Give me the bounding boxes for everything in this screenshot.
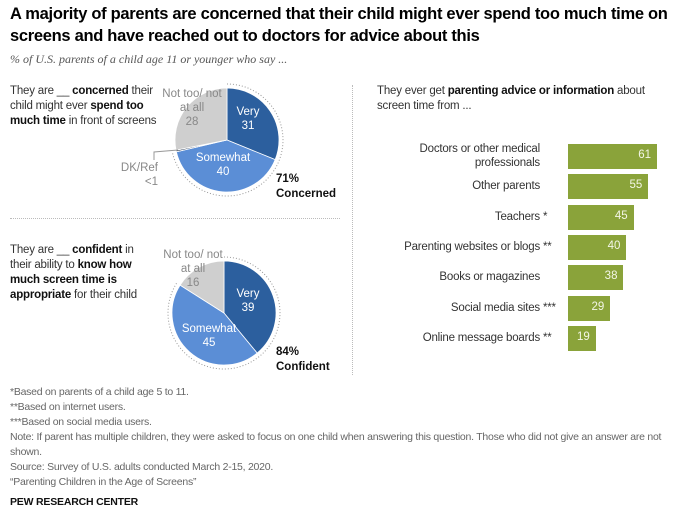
chart-subtitle: % of U.S. parents of a child age 11 or y… bbox=[10, 52, 288, 66]
bar-value: 40 bbox=[607, 239, 621, 252]
dkref-leader-line bbox=[153, 149, 179, 160]
bar-heading: They ever get parenting advice or inform… bbox=[377, 85, 645, 112]
pie2-total-arc bbox=[167, 256, 281, 370]
footnote: **Based on internet users. bbox=[10, 401, 126, 413]
bar: 19 bbox=[568, 325, 596, 351]
bar-value: 29 bbox=[591, 300, 605, 313]
bar: 40 bbox=[568, 234, 627, 260]
bar-label: Parenting websites or blogs ** bbox=[404, 240, 552, 253]
bar-label: Teachers * bbox=[494, 210, 548, 223]
bar-value: 19 bbox=[576, 330, 590, 343]
footnote: “Parenting Children in the Age of Screen… bbox=[10, 476, 197, 488]
pie2-slice-not-too-not-at-all bbox=[179, 260, 225, 314]
pie2-question: They are __ confident in their ability t… bbox=[10, 244, 137, 301]
pie1-slice-somewhat bbox=[175, 139, 276, 193]
pie1-slice-not-too-not-at-all bbox=[174, 87, 228, 151]
pie2-total: 84% Confident bbox=[276, 346, 330, 373]
footnote: ***Based on social media users. bbox=[10, 416, 152, 428]
pie2-slice-somewhat bbox=[171, 284, 258, 366]
bar-label: Social media sites *** bbox=[450, 301, 556, 314]
pie1-total: 71% Concerned bbox=[276, 173, 337, 200]
bar-label: Doctors or other medical professionals bbox=[419, 143, 541, 169]
pie1-label-dkref: DK/Ref <1 bbox=[120, 162, 158, 188]
bar: 38 bbox=[568, 265, 624, 291]
bar-label: Other parents bbox=[472, 180, 540, 193]
bar-value: 61 bbox=[638, 149, 652, 161]
bar-value: 45 bbox=[614, 209, 628, 222]
pie1-slice-very bbox=[226, 87, 280, 161]
bar-value: 55 bbox=[629, 179, 643, 192]
bar: 45 bbox=[568, 204, 634, 230]
footnote: Source: Survey of U.S. adults conducted … bbox=[10, 461, 273, 473]
bar-label: Books or magazines bbox=[439, 271, 540, 284]
source-org: PEW RESEARCH CENTER bbox=[10, 496, 139, 508]
pie1-chart bbox=[153, 83, 284, 197]
bar: 29 bbox=[568, 295, 611, 321]
bar: 61 bbox=[568, 144, 658, 169]
column-divider bbox=[352, 85, 353, 375]
section-divider bbox=[10, 218, 340, 219]
chart-title: A majority of parents are concerned that… bbox=[10, 5, 668, 45]
bar: 55 bbox=[568, 174, 649, 200]
pie1-question: They are __ concerned their child might … bbox=[10, 85, 157, 127]
pie2-slice-very bbox=[223, 260, 277, 354]
pie2-chart bbox=[167, 256, 281, 370]
pie1-label-nottoo: Not too/ not at all 28 bbox=[162, 88, 222, 128]
pie2-label-somewhat: Somewhat 45 bbox=[181, 323, 237, 349]
pie1-label-somewhat: Somewhat 40 bbox=[195, 152, 251, 178]
bar-label: Online message boards ** bbox=[422, 331, 552, 344]
pie1-label-very: Very 31 bbox=[236, 106, 260, 132]
pie2-label-nottoo: Not too/ not at all 16 bbox=[163, 249, 223, 289]
footnote: Note: If parent has multiple children, t… bbox=[10, 431, 662, 458]
bar-value: 38 bbox=[604, 270, 618, 283]
footnote: *Based on parents of a child age 5 to 11… bbox=[10, 386, 189, 398]
pie2-label-very: Very 39 bbox=[236, 288, 260, 314]
